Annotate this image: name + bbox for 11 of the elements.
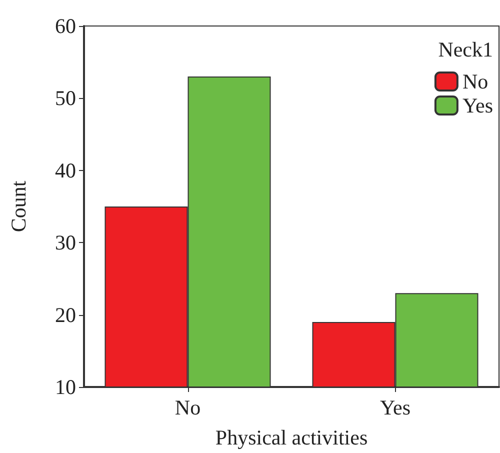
- legend-label: No: [462, 70, 488, 94]
- x-axis-title: Physical activities: [215, 426, 368, 450]
- y-tick-label: 60: [55, 14, 76, 38]
- y-tick-label: 30: [55, 230, 76, 255]
- y-tick-label: 50: [55, 86, 76, 110]
- legend-title: Neck1: [438, 38, 494, 62]
- y-tick-label: 10: [55, 375, 76, 399]
- legend-label: Yes: [462, 94, 494, 118]
- y-tick-label: 20: [55, 302, 76, 327]
- y-tick-label: 40: [55, 158, 76, 182]
- y-axis-title: Count: [6, 180, 30, 232]
